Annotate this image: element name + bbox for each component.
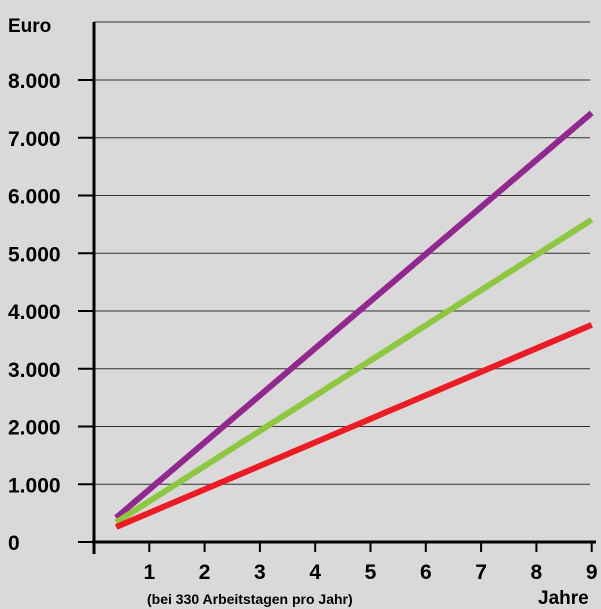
y-axis-title: Euro xyxy=(8,16,51,37)
y-tick-label-8: 8.000 xyxy=(8,70,61,93)
x-axis-note: (bei 330 Arbeitstagen pro Jahr) xyxy=(147,591,353,607)
y-tick-label-3: 3.000 xyxy=(8,359,61,382)
y-tick-label-7: 7.000 xyxy=(8,128,61,151)
x-tick-label-8: 9 xyxy=(586,561,598,584)
y-tick-label-4: 4.000 xyxy=(8,301,61,324)
x-tick-label-2: 3 xyxy=(254,561,266,584)
x-tick-label-3: 4 xyxy=(309,561,321,584)
y-tick-label-1: 1.000 xyxy=(8,474,61,497)
x-tick-label-7: 8 xyxy=(531,561,543,584)
x-tick-label-4: 5 xyxy=(365,561,377,584)
y-tick-label-2: 2.000 xyxy=(8,417,61,440)
y-tick-label-5: 5.000 xyxy=(8,243,61,266)
x-tick-label-0: 1 xyxy=(143,561,155,584)
y-tick-label-0: 0 xyxy=(8,532,20,555)
x-tick-label-1: 2 xyxy=(199,561,211,584)
series-line-0 xyxy=(114,110,594,521)
series-line-1 xyxy=(114,217,594,525)
series-line-2 xyxy=(114,322,593,530)
x-tick-label-6: 7 xyxy=(475,561,487,584)
x-axis-title: Jahre xyxy=(538,588,589,609)
grid-lines xyxy=(94,21,590,485)
axes xyxy=(78,22,596,554)
x-tick-label-5: 6 xyxy=(420,561,432,584)
y-tick-label-6: 6.000 xyxy=(8,186,61,209)
tick-labels: 0 1.000 2.000 3.000 4.000 5.000 6.000 7.000 8.00… xyxy=(8,70,598,584)
series-lines xyxy=(114,110,594,530)
